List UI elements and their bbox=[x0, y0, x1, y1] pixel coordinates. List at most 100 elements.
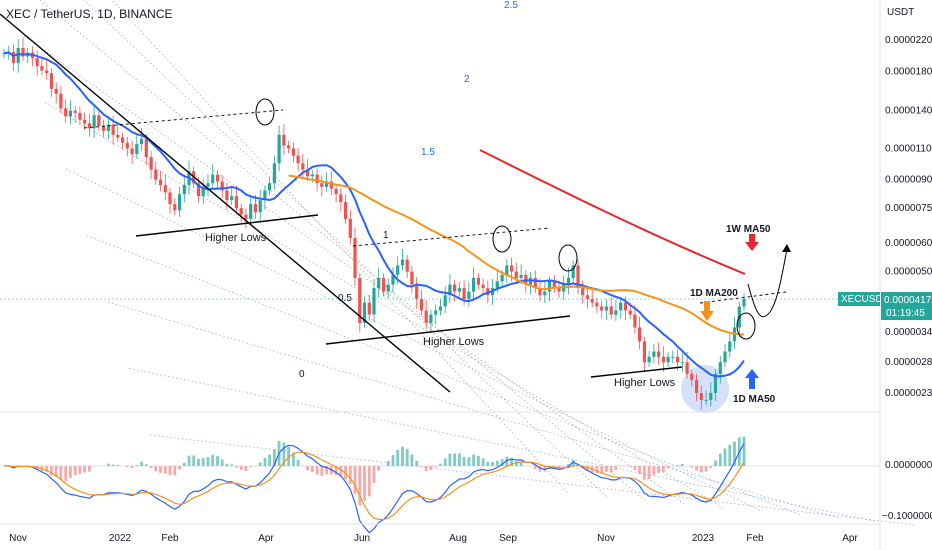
macd-histogram-bar bbox=[367, 466, 371, 497]
candle-body bbox=[500, 274, 504, 282]
candle-body bbox=[121, 137, 125, 143]
macd-histogram-bar bbox=[235, 466, 238, 468]
candle-body bbox=[510, 265, 514, 272]
current-price-badge: XECUSDT 0.00004175 01:19:45 bbox=[838, 292, 932, 320]
macd-histogram-bar bbox=[178, 466, 181, 470]
candle-body bbox=[476, 278, 480, 285]
candle-body bbox=[343, 202, 348, 219]
red-arrow-icon bbox=[745, 234, 759, 251]
fib-label-2: 2 bbox=[464, 74, 470, 85]
x-tick-label: Sep bbox=[499, 533, 517, 544]
macd-histogram-bar bbox=[723, 448, 727, 466]
macd-histogram-bar bbox=[220, 459, 224, 466]
macd-histogram-bar bbox=[69, 466, 72, 479]
macd-histogram-bar bbox=[401, 446, 404, 466]
macd-histogram-bar bbox=[130, 466, 134, 468]
macd-histogram-bar bbox=[83, 466, 86, 473]
highlight-circles bbox=[255, 98, 756, 340]
channel-line bbox=[107, 301, 839, 519]
macd-histogram-bar bbox=[197, 458, 200, 466]
candle-body bbox=[429, 314, 433, 323]
macd-histogram-bar bbox=[420, 466, 423, 467]
macd-histogram-bar bbox=[638, 466, 641, 474]
candle-body bbox=[92, 115, 96, 129]
macd-histogram-bar bbox=[125, 466, 129, 467]
circle-apr-top bbox=[255, 98, 275, 126]
macd-histogram-bar bbox=[334, 466, 338, 475]
candle-body bbox=[495, 281, 499, 289]
candle-body bbox=[718, 362, 722, 374]
macd-histogram-bar bbox=[742, 436, 746, 466]
macd-histogram-bar bbox=[448, 453, 452, 466]
x-tick-label: Feb bbox=[161, 533, 179, 544]
macd-histogram-bar bbox=[377, 466, 381, 471]
candle-body bbox=[699, 393, 703, 400]
candle-body bbox=[362, 302, 367, 323]
macd-histogram-bar bbox=[353, 466, 357, 494]
candle-body bbox=[633, 314, 637, 328]
candle-body bbox=[438, 306, 442, 311]
macd-histogram-bar bbox=[462, 456, 466, 466]
candle-body bbox=[263, 190, 267, 201]
macd-histogram-bar bbox=[491, 462, 494, 466]
macd-histogram-bar bbox=[443, 458, 447, 466]
candle-body bbox=[2, 53, 6, 55]
macd-histogram-bar bbox=[714, 460, 717, 466]
circle-sep-top bbox=[558, 244, 578, 272]
candle-body bbox=[258, 200, 262, 213]
candle-body bbox=[106, 124, 110, 131]
macd-histogram-bar bbox=[263, 458, 267, 466]
candle-body bbox=[557, 288, 561, 292]
macd-histogram-bar bbox=[704, 466, 708, 472]
macd-histogram-bar bbox=[538, 466, 542, 472]
label-1d-ma200: 1D MA200 bbox=[690, 288, 738, 299]
candle-body bbox=[130, 148, 134, 155]
candle-body bbox=[215, 174, 220, 182]
badge-countdown: 01:19:45 bbox=[886, 308, 925, 319]
badge-symbol: XECUSDT bbox=[841, 294, 889, 305]
candle-body bbox=[434, 310, 438, 315]
candle-body bbox=[462, 288, 466, 299]
downtrend-line bbox=[0, 13, 451, 393]
macd-histogram-bar bbox=[467, 457, 471, 466]
candle-body bbox=[125, 142, 129, 149]
macd-histogram-bar bbox=[92, 466, 96, 467]
macd-histogram-bar bbox=[477, 456, 480, 466]
candle-body bbox=[647, 356, 651, 363]
macd-histogram-bar bbox=[481, 458, 485, 466]
candle-body bbox=[201, 186, 205, 197]
candle-body bbox=[652, 351, 656, 357]
macd-histogram-bar bbox=[107, 463, 110, 466]
macd-histogram-bar bbox=[586, 466, 589, 471]
macd-histogram-bar bbox=[192, 455, 196, 466]
macd-histogram-bar bbox=[386, 460, 390, 466]
x-tick-label: Jun bbox=[354, 533, 370, 544]
macd-histogram-bar bbox=[609, 466, 613, 472]
candle-body bbox=[419, 298, 423, 311]
macd-histogram-bar bbox=[728, 444, 732, 466]
candle-body bbox=[472, 278, 476, 292]
macd-histogram-bar bbox=[495, 460, 499, 466]
macd-histogram-bar bbox=[187, 455, 191, 466]
channel-line bbox=[128, 368, 877, 522]
candle-body bbox=[116, 134, 120, 138]
macd-histogram-bar bbox=[405, 449, 409, 466]
macd-histogram-bar bbox=[396, 449, 400, 466]
trendlines bbox=[0, 13, 787, 393]
higher-lows-line-1 bbox=[135, 214, 319, 237]
macd-histogram-bar bbox=[45, 466, 49, 472]
macd-histogram-bar bbox=[282, 442, 286, 466]
macd-histogram-bar bbox=[505, 456, 509, 466]
candle-body bbox=[590, 298, 594, 303]
candle-body bbox=[220, 181, 224, 191]
candle-body bbox=[391, 274, 395, 285]
x-tick-label: Feb bbox=[746, 533, 764, 544]
candle-body bbox=[211, 174, 215, 184]
candle-body bbox=[576, 265, 580, 289]
y-tick-label: 0.00001100 bbox=[885, 143, 932, 154]
